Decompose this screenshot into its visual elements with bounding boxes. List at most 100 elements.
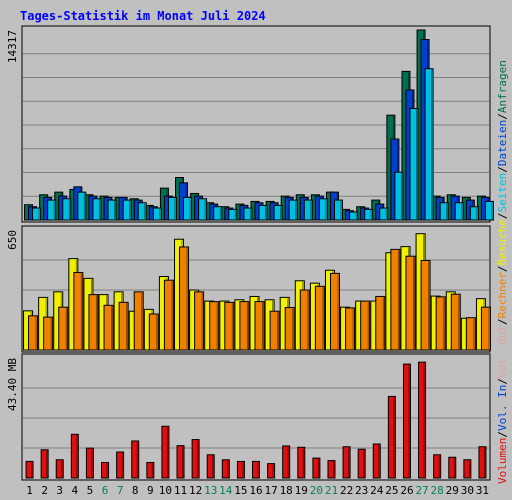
x-tick-label: 13 — [204, 484, 217, 497]
bar-middle-rechner-day-9 — [148, 313, 159, 351]
bar-middle-rechner-day-3 — [58, 306, 69, 351]
chart-panels: 14317 650 43.40 MB — [6, 25, 494, 481]
bar-middle-rechner-day-16 — [254, 301, 265, 351]
x-tick-label: 25 — [385, 484, 398, 497]
x-tick-label: 16 — [249, 484, 262, 497]
bar-top-seiten-day-25 — [394, 171, 404, 221]
bar-bottom-volumen-day-9 — [146, 462, 155, 479]
bar-bottom-volumen-day-24 — [372, 443, 381, 479]
bar-middle-rechner-day-20 — [314, 285, 325, 351]
bar-middle-rechner-day-8 — [133, 291, 144, 351]
bar-bottom-volumen-day-12 — [191, 439, 200, 479]
legend-item-volumen: Volumen — [496, 438, 509, 484]
bar-bottom-volumen-day-13 — [206, 454, 215, 479]
bar-middle-rechner-day-7 — [118, 301, 129, 351]
bar-top-seiten-day-15 — [243, 207, 253, 221]
bar-middle-rechner-day-1 — [28, 315, 39, 351]
bar-middle-rechner-day-21 — [329, 272, 340, 351]
x-tick-label: 6 — [102, 484, 109, 497]
x-tick-label: 21 — [325, 484, 338, 497]
bar-top-seiten-day-12 — [198, 198, 208, 221]
bar-middle-rechner-day-13 — [209, 301, 220, 351]
bar-middle-rechner-day-19 — [299, 289, 310, 351]
x-tick-label: 15 — [234, 484, 247, 497]
bar-bottom-volumen-day-11 — [176, 445, 185, 479]
legend-separator: / — [496, 166, 509, 173]
x-tick-label: 3 — [56, 484, 63, 497]
bar-bottom-volumen-day-26 — [402, 363, 411, 479]
x-tick-label: 11 — [174, 484, 187, 497]
panel-middle: 650 — [6, 225, 491, 353]
x-tick-label: 22 — [340, 484, 353, 497]
bar-bottom-volumen-day-22 — [342, 446, 351, 479]
x-tick-label: 20 — [310, 484, 323, 497]
x-tick-label: 9 — [147, 484, 154, 497]
bar-bottom-volumen-day-27 — [418, 361, 427, 479]
panel-top: 14317 — [6, 25, 494, 223]
right-legend: Volumen/Vol. In/Vol. Out/Rechner/Besuche… — [496, 60, 509, 484]
bar-bottom-volumen-day-21 — [327, 460, 336, 479]
legend-item-dateien: Dateien — [496, 120, 509, 166]
x-tick-label: 29 — [446, 484, 459, 497]
bar-bottom-volumen-day-28 — [433, 454, 442, 479]
bar-middle-rechner-day-10 — [163, 279, 174, 351]
legend-separator: / — [496, 212, 509, 219]
x-tick-label: 14 — [219, 484, 233, 497]
bar-middle-rechner-day-4 — [73, 271, 84, 351]
y-max-label-top: 14317 — [6, 30, 19, 63]
bar-bottom-volumen-day-25 — [387, 395, 396, 479]
bar-top-seiten-day-13 — [213, 206, 223, 221]
bar-middle-rechner-day-6 — [103, 304, 114, 351]
bar-bottom-volumen-day-2 — [40, 449, 49, 479]
bar-middle-rechner-day-31 — [480, 306, 491, 351]
legend-item-seiten: Seiten — [496, 173, 509, 213]
bar-top-seiten-day-5 — [92, 198, 102, 221]
bar-top-seiten-day-3 — [62, 198, 72, 221]
bar-top-seiten-day-23 — [364, 208, 374, 221]
chart-title: Tages-Statistik im Monat Juli 2024 — [20, 9, 266, 23]
bar-top-seiten-day-31 — [484, 200, 494, 221]
bar-middle-rechner-day-17 — [269, 310, 280, 351]
bar-bottom-volumen-day-7 — [116, 451, 125, 479]
y-max-label-middle: 650 — [6, 230, 19, 250]
bar-middle-rechner-day-23 — [360, 300, 371, 351]
bar-bottom-volumen-day-8 — [131, 440, 140, 479]
bar-top-seiten-day-10 — [167, 196, 177, 221]
bar-middle-rechner-day-25 — [390, 248, 401, 351]
x-tick-label: 27 — [415, 484, 428, 497]
bar-bottom-volumen-day-30 — [463, 459, 472, 479]
x-tick-label: 19 — [295, 484, 308, 497]
bar-top-seiten-day-2 — [47, 199, 57, 221]
bar-top-seiten-day-1 — [32, 207, 42, 221]
bar-middle-rechner-day-15 — [239, 301, 250, 351]
bar-top-seiten-day-20 — [318, 198, 328, 221]
bar-bottom-volumen-day-17 — [267, 463, 276, 479]
x-tick-label: 23 — [355, 484, 368, 497]
bar-middle-rechner-day-11 — [179, 246, 190, 351]
bar-top-seiten-day-11 — [183, 196, 193, 221]
bar-bottom-volumen-day-3 — [55, 459, 64, 479]
bar-top-seiten-day-27 — [424, 68, 434, 221]
bar-bottom-volumen-day-16 — [252, 460, 260, 479]
panel-bottom: 43.40 MB — [6, 353, 491, 481]
x-tick-label: 31 — [476, 484, 489, 497]
bar-bottom-volumen-day-19 — [297, 446, 306, 479]
bar-top-seiten-day-7 — [122, 199, 132, 221]
legend-text: Volumen/Vol. In/Vol. Out/Rechner/Besuche… — [496, 60, 509, 484]
x-tick-label: 26 — [400, 484, 413, 497]
bar-top-seiten-day-19 — [303, 199, 313, 221]
bar-top-seiten-day-18 — [288, 199, 298, 221]
bar-top-seiten-day-22 — [349, 211, 359, 221]
bar-top-seiten-day-21 — [333, 199, 343, 221]
bar-top-seiten-day-26 — [409, 108, 419, 221]
bar-bottom-volumen-day-4 — [70, 433, 79, 479]
bar-bottom-volumen-day-20 — [312, 457, 321, 479]
bar-bottom-volumen-day-15 — [236, 460, 245, 479]
x-tick-label: 8 — [132, 484, 139, 497]
bar-middle-rechner-day-14 — [224, 301, 235, 351]
bar-bottom-volumen-day-31 — [478, 446, 487, 479]
bar-middle-rechner-day-2 — [43, 316, 54, 351]
bar-bottom-volumen-day-10 — [161, 425, 170, 479]
bar-middle-rechner-day-18 — [284, 307, 295, 351]
bar-top-seiten-day-14 — [228, 208, 238, 221]
